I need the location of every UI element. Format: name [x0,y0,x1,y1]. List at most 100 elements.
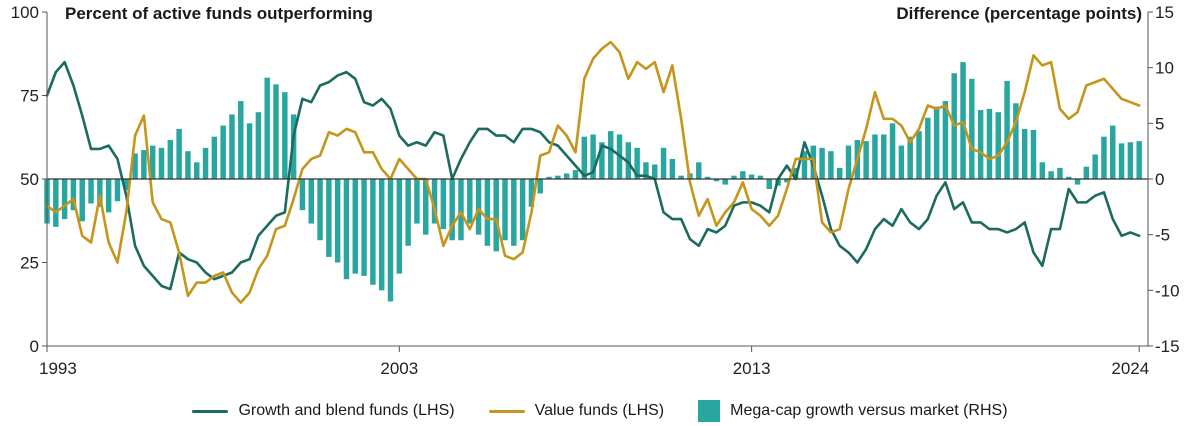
megacap-bar-93 [863,141,869,179]
megacap-bar-16 [185,151,191,179]
megacap-bar-96 [889,123,896,179]
x-tick-label-1: 2003 [380,359,418,378]
megacap-bar-59 [563,173,570,179]
megacap-bar-118 [1083,166,1090,179]
megacap-bar-106 [977,109,984,179]
megacap-bar-81 [757,175,764,179]
megacap-bar-94 [872,134,878,179]
legend-swatch-growth [192,409,229,413]
legend-item-value: Value funds (LHS) [488,402,665,420]
left-tick-label-0: 0 [30,337,39,356]
megacap-bar-105 [969,78,975,179]
legend-item-growth: Growth and blend funds (LHS) [192,402,455,420]
megacap-bar-4 [79,179,85,222]
megacap-bar-54 [519,179,526,241]
megacap-bar-109 [1004,81,1010,179]
megacap-bar-5 [88,179,94,204]
megacap-bar-89 [828,151,834,179]
megacap-bar-113 [1039,162,1046,179]
megacap-bar-68 [643,162,649,179]
megacap-bar-77 [722,179,728,185]
megacap-bar-47 [458,179,464,241]
megacap-bar-76 [713,179,720,182]
series-lines [45,40,1141,304]
legend-label-megacap: Mega-cap growth versus market (RHS) [730,402,1008,419]
legend-label-value: Value funds (LHS) [534,402,665,419]
value-funds-line [45,40,1141,304]
right-tick-label-6: 15 [1155,3,1174,22]
megacap-bar-82 [766,179,772,190]
left-tick-label-1: 25 [20,254,39,273]
megacap-bar-39 [387,179,394,302]
megacap-bar-30 [308,179,314,224]
megacap-bar-18 [202,147,209,179]
megacap-bar-22 [238,101,244,179]
growth-blend-line [45,60,1141,291]
megacap-bar-119 [1092,154,1098,179]
megacap-bar-66 [625,142,632,179]
megacap-bar-29 [299,179,306,211]
megacap-bar-80 [748,174,755,179]
megacap-bars [44,62,1142,302]
legend-item-megacap: Mega-cap growth versus market (RHS) [698,400,1008,422]
megacap-bar-10 [132,153,138,179]
legend-swatch-megacap [698,400,721,422]
megacap-bar-3 [70,179,77,211]
megacap-bar-26 [273,84,279,179]
megacap-bar-41 [405,179,411,246]
megacap-bar-98 [907,136,913,179]
right-tick-label-0: -15 [1155,337,1180,356]
megacap-bar-108 [995,112,1001,179]
megacap-bar-75 [704,176,711,179]
megacap-bar-124 [1136,141,1142,179]
right-axis-title: Difference (percentage points) [896,4,1142,23]
megacap-bar-38 [378,179,385,291]
megacap-bar-88 [819,147,825,179]
megacap-bar-71 [669,158,676,179]
megacap-bar-79 [740,171,746,179]
megacap-bar-62 [590,134,596,179]
left-axis-title: Percent of active funds outperforming [65,4,373,23]
megacap-bar-27 [282,92,288,179]
megacap-bar-36 [361,179,367,276]
megacap-bar-90 [836,167,843,179]
megacap-bar-69 [652,164,658,179]
megacap-bar-64 [607,131,614,179]
megacap-bar-44 [431,179,438,224]
left-tick-label-4: 100 [11,3,39,22]
megacap-bar-45 [440,179,447,230]
legend: Growth and blend funds (LHS) Value funds… [0,398,1200,424]
megacap-bar-121 [1110,125,1116,179]
megacap-bar-24 [255,112,262,179]
right-tick-label-4: 5 [1155,114,1164,133]
megacap-bar-34 [343,179,350,280]
megacap-bar-122 [1118,143,1125,179]
megacap-bar-123 [1127,142,1134,179]
megacap-bar-15 [176,128,182,179]
megacap-bar-52 [502,179,508,241]
megacap-bar-72 [678,175,684,179]
axes [42,11,1153,352]
megacap-bar-74 [696,162,702,179]
megacap-bar-107 [986,108,993,179]
megacap-bar-7 [105,179,112,213]
megacap-bar-14 [167,140,174,179]
megacap-bar-110 [1013,103,1019,179]
megacap-bar-111 [1021,128,1028,179]
megacap-bar-61 [581,136,588,179]
megacap-bar-115 [1057,167,1063,179]
megacap-bar-51 [493,179,499,252]
megacap-bar-12 [149,145,156,179]
megacap-bar-53 [511,179,517,246]
megacap-bar-46 [449,179,455,241]
left-tick-label-3: 75 [20,87,39,106]
megacap-bar-23 [246,123,253,179]
x-tick-label-2: 2013 [733,359,771,378]
megacap-bar-55 [528,179,535,207]
megacap-bar-2 [61,179,68,220]
megacap-bar-25 [264,77,270,179]
megacap-bar-58 [555,175,561,179]
megacap-bar-67 [634,147,640,179]
right-tick-label-1: -10 [1155,281,1180,300]
